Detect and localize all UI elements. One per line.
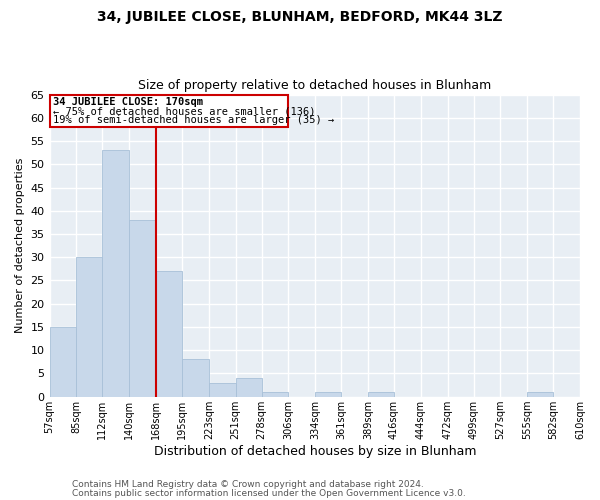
- X-axis label: Distribution of detached houses by size in Blunham: Distribution of detached houses by size …: [154, 444, 476, 458]
- Text: 19% of semi-detached houses are larger (35) →: 19% of semi-detached houses are larger (…: [53, 116, 335, 126]
- Bar: [156, 271, 182, 396]
- Text: 34, JUBILEE CLOSE, BLUNHAM, BEDFORD, MK44 3LZ: 34, JUBILEE CLOSE, BLUNHAM, BEDFORD, MK4…: [97, 10, 503, 24]
- Bar: [315, 392, 341, 396]
- Bar: [50, 327, 76, 396]
- Y-axis label: Number of detached properties: Number of detached properties: [15, 158, 25, 334]
- Bar: [262, 392, 289, 396]
- Bar: [368, 392, 394, 396]
- Text: Contains public sector information licensed under the Open Government Licence v3: Contains public sector information licen…: [72, 488, 466, 498]
- Bar: [102, 150, 129, 396]
- Bar: [129, 220, 156, 396]
- Bar: [182, 360, 209, 397]
- FancyBboxPatch shape: [50, 94, 289, 127]
- Bar: [76, 257, 102, 396]
- Bar: [236, 378, 262, 396]
- Bar: [527, 392, 553, 396]
- Text: 34 JUBILEE CLOSE: 170sqm: 34 JUBILEE CLOSE: 170sqm: [53, 97, 203, 107]
- Text: Contains HM Land Registry data © Crown copyright and database right 2024.: Contains HM Land Registry data © Crown c…: [72, 480, 424, 489]
- Title: Size of property relative to detached houses in Blunham: Size of property relative to detached ho…: [138, 79, 491, 92]
- Text: ← 75% of detached houses are smaller (136): ← 75% of detached houses are smaller (13…: [53, 106, 316, 116]
- Bar: [209, 382, 236, 396]
